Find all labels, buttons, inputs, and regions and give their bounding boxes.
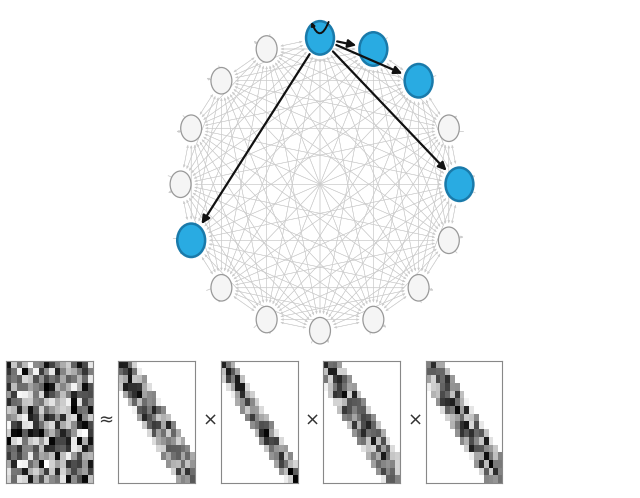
FancyArrowPatch shape	[168, 176, 179, 193]
Ellipse shape	[438, 115, 460, 141]
Ellipse shape	[360, 32, 387, 66]
FancyArrowPatch shape	[312, 22, 328, 33]
FancyArrowPatch shape	[420, 64, 436, 79]
FancyArrowPatch shape	[312, 332, 328, 343]
Text: ≈: ≈	[98, 412, 113, 430]
Text: ×: ×	[202, 412, 218, 430]
FancyArrowPatch shape	[370, 321, 385, 334]
Ellipse shape	[256, 306, 277, 333]
Ellipse shape	[306, 21, 334, 55]
Ellipse shape	[404, 64, 433, 98]
Ellipse shape	[310, 317, 330, 344]
FancyArrowPatch shape	[464, 176, 476, 193]
FancyArrowPatch shape	[450, 236, 463, 253]
FancyArrowPatch shape	[207, 288, 221, 302]
Ellipse shape	[438, 227, 460, 253]
FancyArrowPatch shape	[255, 34, 270, 48]
Ellipse shape	[256, 36, 277, 62]
Ellipse shape	[408, 274, 429, 301]
FancyArrowPatch shape	[450, 116, 463, 131]
Ellipse shape	[177, 224, 205, 257]
Ellipse shape	[180, 115, 202, 141]
FancyArrowPatch shape	[177, 116, 190, 132]
FancyArrowPatch shape	[254, 321, 271, 333]
Text: ×: ×	[305, 412, 320, 430]
Ellipse shape	[363, 306, 384, 333]
Ellipse shape	[211, 274, 232, 301]
FancyArrowPatch shape	[173, 239, 187, 253]
FancyArrowPatch shape	[371, 32, 387, 45]
FancyArrowPatch shape	[419, 287, 433, 303]
FancyArrowPatch shape	[207, 66, 221, 81]
Ellipse shape	[445, 167, 474, 201]
Text: ×: ×	[407, 412, 422, 430]
Ellipse shape	[170, 171, 191, 198]
Ellipse shape	[211, 68, 232, 94]
